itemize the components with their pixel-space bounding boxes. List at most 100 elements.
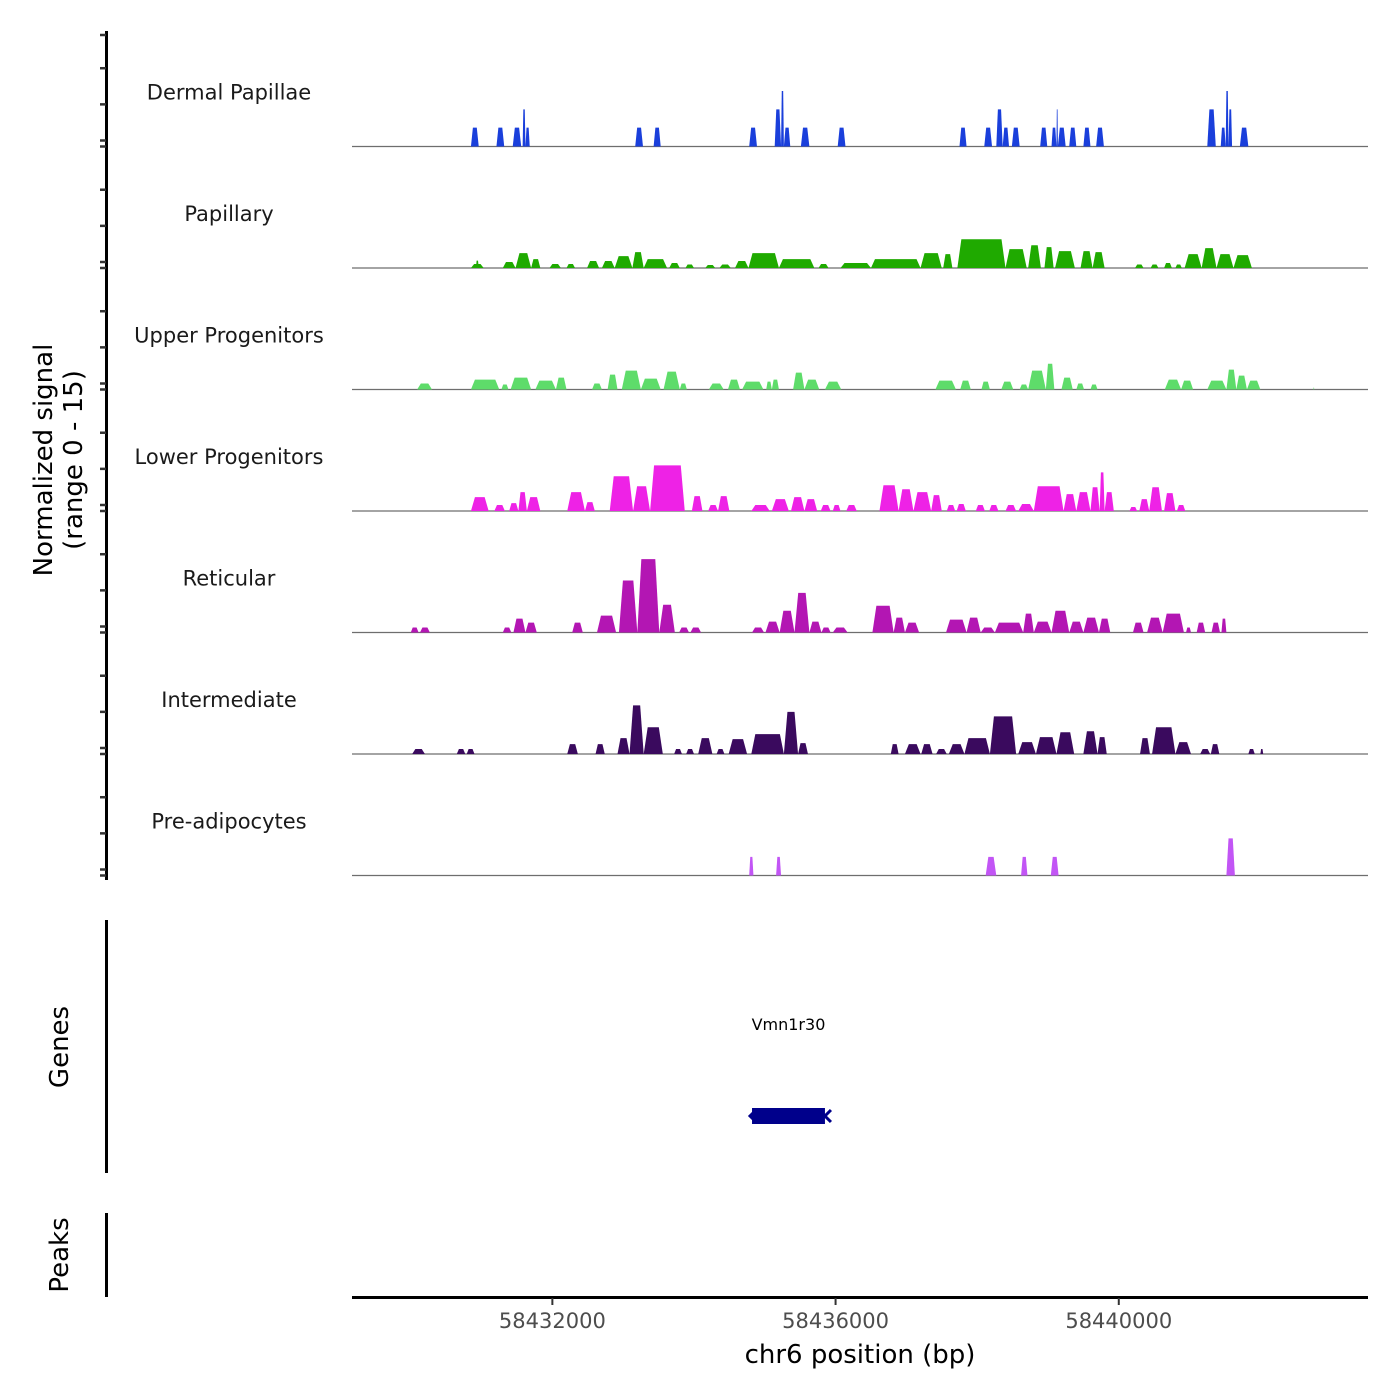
- signal-peak: [555, 377, 567, 390]
- signal-peak: [870, 259, 921, 268]
- signal-peak: [946, 505, 956, 511]
- track-lower-progenitors: Lower Progenitors: [135, 445, 1368, 512]
- signal-peak: [1210, 744, 1220, 754]
- signal-peak: [840, 263, 871, 268]
- signal-peak: [996, 109, 1003, 147]
- strand-arrow-icon: [822, 1108, 833, 1124]
- signal-peak: [614, 256, 633, 268]
- signal-tracks: Dermal Papillae Papillary Upper Progenitor…: [134, 81, 1368, 877]
- signal-peak: [1313, 387, 1315, 390]
- signal-peak: [410, 627, 419, 633]
- signal-peak: [1246, 380, 1261, 390]
- signal-peak: [1175, 742, 1191, 754]
- signal-peak: [1147, 617, 1163, 633]
- signal-peak: [1090, 384, 1098, 390]
- signal-peak: [818, 264, 829, 268]
- signal-peak: [1099, 472, 1105, 511]
- signal-peak: [832, 505, 841, 511]
- y-axis-title-line2: (range 0 - 15): [59, 370, 89, 550]
- signal-peak: [809, 621, 822, 633]
- signal-peak: [1233, 255, 1252, 268]
- signal-peak: [1080, 251, 1093, 268]
- signal-peak: [494, 505, 505, 511]
- signal-peak: [1164, 263, 1172, 268]
- signal-peak: [513, 618, 526, 633]
- signal-peak: [705, 265, 716, 268]
- signal-peak: [1055, 251, 1075, 268]
- signal-peak: [1196, 622, 1206, 633]
- genes-track-title: Genes: [45, 1006, 75, 1088]
- signal-peak: [1226, 369, 1237, 390]
- x-tick-label: 58436000: [782, 1309, 889, 1333]
- signal-peak: [821, 627, 831, 633]
- signal-peak: [679, 627, 690, 633]
- signal-peak: [1021, 856, 1028, 876]
- signal-peak: [412, 749, 425, 754]
- gene-vmn1r30[interactable]: Vmn1r30: [747, 1015, 833, 1124]
- signal-peak: [1005, 249, 1027, 268]
- signal-peak: [501, 384, 509, 390]
- x-axis-ticks: 58432000 58436000 58440000: [499, 1298, 1172, 1333]
- signal-peak: [946, 619, 967, 633]
- track-pre-adipocytes: Pre-adipocytes: [151, 810, 1368, 877]
- signal-peak: [1005, 505, 1017, 511]
- signal-peak: [502, 262, 516, 268]
- signal-peak: [846, 505, 857, 511]
- signal-peak: [748, 253, 779, 268]
- signal-peak: [1051, 610, 1070, 633]
- signal-peak: [776, 856, 782, 876]
- signal-peak: [820, 505, 831, 511]
- signal-peak: [742, 381, 764, 390]
- signal-peak: [1097, 737, 1107, 754]
- signal-peak: [966, 617, 981, 633]
- signal-peak: [1028, 370, 1046, 390]
- signal-peak: [1050, 856, 1059, 876]
- signal-peak: [964, 738, 990, 754]
- signal-peak: [1162, 613, 1184, 633]
- signal-peak: [1226, 838, 1235, 876]
- signal-peak: [837, 127, 846, 147]
- signal-peak: [643, 259, 668, 268]
- signal-peak: [595, 744, 605, 754]
- signal-peak: [920, 253, 942, 268]
- signal-peak: [470, 379, 500, 390]
- signal-peak: [913, 492, 932, 511]
- signal-peak: [904, 744, 921, 754]
- signal-peak: [985, 856, 997, 876]
- signal-peak: [470, 127, 479, 147]
- signal-peak: [1098, 618, 1111, 633]
- signal-peak: [686, 749, 694, 754]
- signal-peak: [674, 749, 682, 754]
- signal-peak: [637, 559, 660, 633]
- signal-peak: [518, 492, 527, 511]
- signal-peak: [1216, 254, 1234, 268]
- signal-peak: [728, 739, 748, 754]
- signal-peak: [956, 504, 966, 511]
- peaks-track-title: Peaks: [45, 1217, 75, 1292]
- signal-peak: [779, 610, 795, 633]
- signal-peak: [566, 264, 576, 268]
- signal-peak: [609, 476, 634, 511]
- signal-peak: [752, 627, 765, 633]
- gene-label: Vmn1r30: [752, 1015, 826, 1034]
- signal-peak: [531, 259, 541, 268]
- x-tick-label: 58440000: [1065, 1309, 1172, 1333]
- signal-peak: [1211, 622, 1221, 633]
- signal-peak: [960, 380, 971, 390]
- signal-peak: [1221, 618, 1227, 633]
- signal-peak: [1040, 127, 1048, 147]
- signal-peak: [935, 380, 956, 390]
- signal-peak: [1076, 492, 1091, 511]
- signal-peak: [1139, 499, 1150, 511]
- signal-peak: [804, 499, 818, 511]
- signal-peak: [512, 127, 522, 147]
- signal-peak: [663, 371, 680, 390]
- signal-peak: [617, 738, 630, 754]
- signal-peak: [1035, 737, 1057, 754]
- signal-peak: [943, 254, 953, 268]
- signal-peak: [632, 252, 644, 268]
- signal-peak: [1033, 621, 1052, 633]
- signal-peak: [567, 492, 585, 511]
- signal-peak: [1207, 380, 1227, 390]
- signal-peak: [417, 383, 433, 390]
